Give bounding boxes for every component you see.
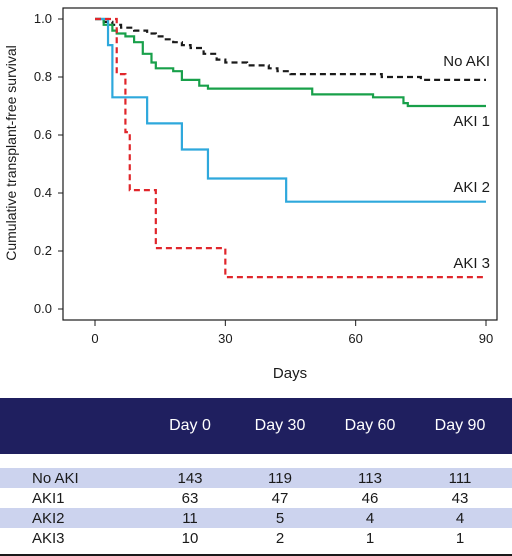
series-layer	[95, 17, 486, 279]
table-cell: 1	[455, 529, 465, 547]
y-axis-title: Cumulative transplant-free survival	[3, 45, 19, 261]
series-line-aki-2	[95, 17, 486, 203]
table-cell: 47	[271, 489, 289, 507]
table-header-cell: Day 60	[344, 417, 396, 434]
table-header-cell: Day 30	[254, 417, 306, 434]
x-tick-label: 90	[479, 331, 493, 346]
series-label: AKI 3	[453, 255, 490, 272]
series-label: AKI 1	[453, 113, 490, 130]
axes: 0.0 0.2 0.4 0.6 0.8 1.0 0 30 60 90	[34, 7, 498, 346]
table-cell: 111	[448, 469, 472, 487]
series-line-no-aki	[95, 17, 486, 81]
table-header-row: Day 0 Day 30 Day 60 Day 90	[0, 398, 512, 454]
x-tick-label: 30	[218, 331, 232, 346]
x-tick-label: 0	[91, 331, 98, 346]
survival-chart: 0.0 0.2 0.4 0.6 0.8 1.0 0 30 60 90 No AKI AKI 1 AKI…	[3, 7, 498, 382]
labels-layer: No AKI AKI 1 AKI 2 AKI 3	[443, 53, 490, 272]
table-header-cell: Day 0	[169, 417, 211, 434]
y-tick-label: 0.0	[34, 301, 52, 316]
table-cell: 5	[275, 509, 285, 527]
y-tick-label: 0.2	[34, 243, 52, 258]
x-axis-title: Days	[273, 365, 307, 382]
table-row: AKI3 10 2 1 1	[0, 528, 512, 548]
table-cell: 4	[455, 509, 465, 527]
row-name: AKI2	[32, 509, 65, 527]
row-name: AKI1	[32, 489, 65, 507]
table-row: No AKI 143 119 113 111	[0, 468, 512, 488]
y-tick-label: 1.0	[34, 11, 52, 26]
table-cell: 119	[268, 469, 292, 487]
table-cell: 63	[181, 489, 199, 507]
table-cell: 4	[365, 509, 375, 527]
series-line-aki-1	[95, 17, 486, 108]
table-cell: 46	[361, 489, 379, 507]
y-tick-label: 0.6	[34, 127, 52, 142]
series-line-aki-3	[95, 17, 486, 279]
table-cell: 43	[451, 489, 469, 507]
table-cell: 2	[275, 529, 285, 547]
table-row: AKI2 11 5 4 4	[0, 508, 512, 528]
x-tick-label: 60	[348, 331, 362, 346]
series-label: AKI 2	[453, 179, 490, 196]
table-header-cell: Day 90	[434, 417, 486, 434]
table-cell: 113	[358, 469, 382, 487]
table-cell: 143	[177, 469, 203, 487]
plot-frame	[62, 7, 498, 321]
y-tick-label: 0.4	[34, 185, 52, 200]
table-cell: 10	[181, 529, 199, 547]
series-label: No AKI	[443, 53, 490, 70]
row-name: No AKI	[32, 469, 79, 487]
table-row: AKI1 63 47 46 43	[0, 488, 512, 508]
row-name: AKI3	[32, 529, 65, 547]
table-cell: 1	[365, 529, 375, 547]
table-cell: 11	[182, 509, 198, 527]
y-tick-label: 0.8	[34, 69, 52, 84]
number-at-risk-table: Day 0 Day 30 Day 60 Day 90 No AKI 143 11…	[0, 398, 512, 556]
